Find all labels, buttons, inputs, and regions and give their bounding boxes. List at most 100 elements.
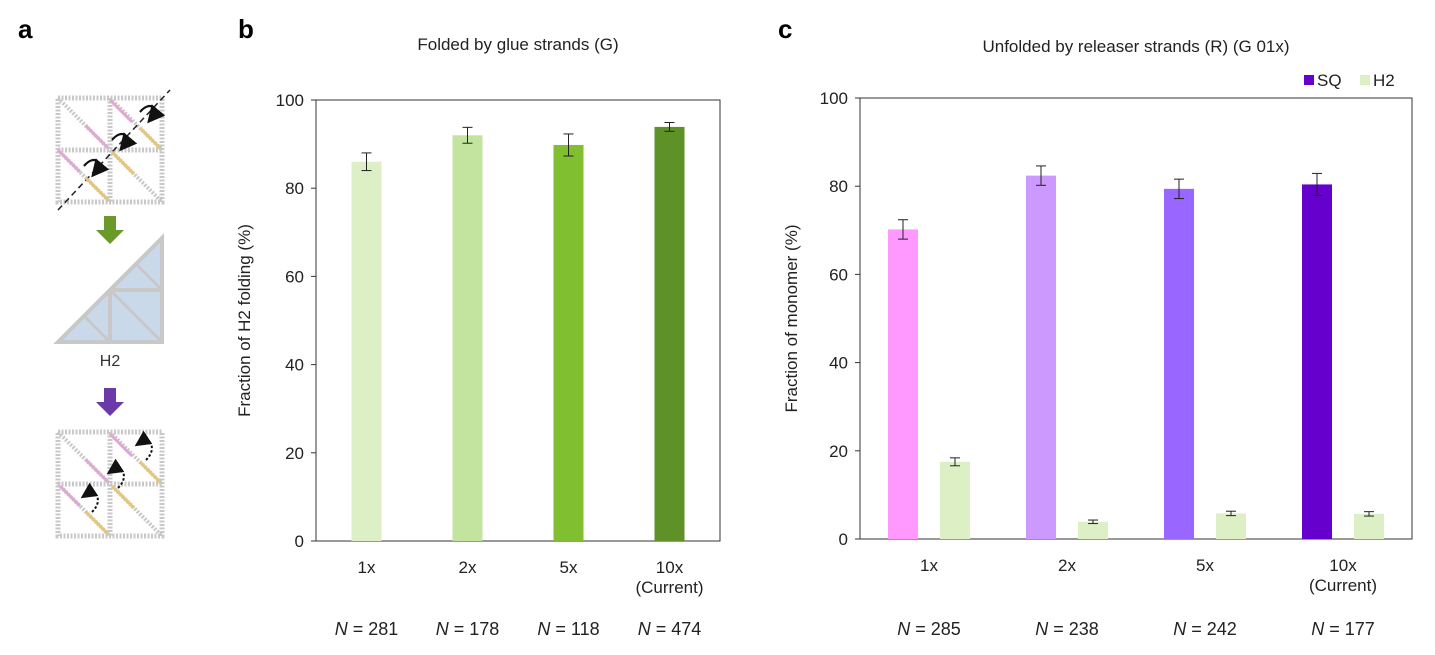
n-count-label: N = 285: [897, 619, 961, 639]
chart-title: Folded by glue strands (G): [417, 35, 618, 54]
square-origami-top: [55, 89, 171, 211]
y-tick-label: 60: [829, 265, 848, 284]
x-tick-label: 1x: [358, 558, 376, 577]
folding-schematic: H2: [53, 89, 171, 539]
strand-pink: [108, 98, 134, 124]
panel-letter-a: a: [18, 14, 33, 44]
strand-yellow: [84, 176, 110, 202]
n-value: = 118: [550, 619, 599, 639]
bar: [1216, 513, 1246, 539]
y-tick-label: 40: [829, 354, 848, 373]
fold-arrow-icon: [111, 132, 138, 152]
n-value: = 177: [1324, 619, 1375, 639]
y-tick-label: 40: [285, 356, 304, 375]
n-value: = 281: [348, 619, 399, 639]
bar: [1302, 184, 1332, 539]
y-axis-label: Fraction of monomer (%): [782, 225, 801, 413]
strand-pink: [56, 148, 82, 174]
x-tick-label: 2x: [459, 558, 477, 577]
fold-arrow-icon: [83, 158, 110, 178]
y-tick-label: 60: [285, 267, 304, 286]
x-tick-label: (Current): [635, 578, 703, 597]
y-tick-label: 100: [276, 91, 304, 110]
h2-triangle: [53, 233, 164, 344]
x-tick-label: 1x: [920, 556, 938, 575]
bar: [553, 144, 584, 541]
x-tick-label: 5x: [1196, 556, 1214, 575]
y-tick-label: 20: [285, 444, 304, 463]
n-value: = 285: [910, 619, 961, 639]
n-count-label: N = 281: [335, 619, 399, 639]
legend-swatch: [1360, 75, 1370, 85]
x-tick-label: 5x: [560, 558, 578, 577]
n-value: = 238: [1048, 619, 1099, 639]
plot-frame: [859, 97, 1413, 540]
fold-arrow-icon: [139, 104, 166, 124]
square-origami-bottom: [55, 429, 165, 539]
n-count-label: N = 238: [1035, 619, 1099, 639]
fold-line: [57, 89, 171, 211]
n-count-label: N = 242: [1173, 619, 1237, 639]
n-symbol: N: [436, 619, 450, 639]
x-tick-label: (Current): [1309, 576, 1377, 595]
n-count-label: N = 177: [1311, 619, 1375, 639]
y-tick-label: 100: [820, 89, 848, 108]
strand-pink: [58, 484, 82, 508]
strand-yellow: [84, 510, 110, 536]
n-count-label: N = 118: [537, 619, 599, 639]
bar: [1026, 175, 1056, 539]
chart-folding: Folded by glue strands (G) 0 20 40 60 80 100 Fr…: [235, 35, 721, 639]
y-axis-label: Fraction of H2 folding (%): [235, 224, 254, 417]
n-value: = 178: [449, 619, 500, 639]
bar: [1078, 521, 1108, 539]
strand-pink: [108, 432, 134, 458]
purple-down-arrow-icon: [96, 388, 124, 416]
y-tick-label: 0: [839, 530, 848, 549]
bar: [940, 461, 970, 539]
bar: [1354, 513, 1384, 539]
legend-label: SQ: [1317, 71, 1342, 90]
chart-unfolding: Unfolded by releaser strands (R) (G 01x)…: [782, 37, 1413, 639]
bar: [1164, 188, 1194, 539]
strand-yellow: [138, 460, 162, 484]
bar: [888, 229, 918, 539]
x-tick-label: 10x: [656, 558, 684, 577]
bar: [452, 135, 483, 541]
x-tick-label: 10x: [1329, 556, 1357, 575]
strand-yellow: [110, 484, 136, 510]
bar: [351, 161, 382, 542]
green-down-arrow-icon: [96, 216, 124, 244]
legend-swatch: [1304, 75, 1314, 85]
strand-yellow: [138, 126, 162, 150]
strand-yellow: [110, 150, 136, 176]
y-tick-label: 80: [285, 179, 304, 198]
unfold-arrow-icon: [80, 482, 99, 513]
n-symbol: N: [1311, 619, 1325, 639]
strand-pink: [84, 124, 110, 150]
n-symbol: N: [335, 619, 349, 639]
chart-title: Unfolded by releaser strands (R) (G 01x): [982, 37, 1289, 56]
n-value: = 474: [651, 619, 702, 639]
plot-frame: [315, 99, 721, 542]
y-tick-label: 80: [829, 177, 848, 196]
strand-pink: [84, 458, 110, 484]
unfold-arrow-icon: [106, 458, 125, 489]
y-tick-label: 20: [829, 442, 848, 461]
n-count-label: N = 178: [436, 619, 500, 639]
panel-letter-b: b: [238, 14, 254, 44]
panel-letter-c: c: [778, 14, 792, 44]
n-value: = 242: [1186, 619, 1237, 639]
n-symbol: N: [897, 619, 911, 639]
legend-label: H2: [1373, 71, 1395, 90]
n-symbol: N: [1035, 619, 1049, 639]
n-symbol: N: [537, 619, 551, 639]
n-symbol: N: [638, 619, 652, 639]
n-count-label: N = 474: [638, 619, 702, 639]
h2-label: H2: [100, 353, 121, 370]
x-tick-label: 2x: [1058, 556, 1076, 575]
n-symbol: N: [1173, 619, 1187, 639]
y-tick-label: 0: [295, 532, 304, 551]
unfold-arrow-icon: [134, 430, 153, 461]
bar: [654, 126, 685, 541]
